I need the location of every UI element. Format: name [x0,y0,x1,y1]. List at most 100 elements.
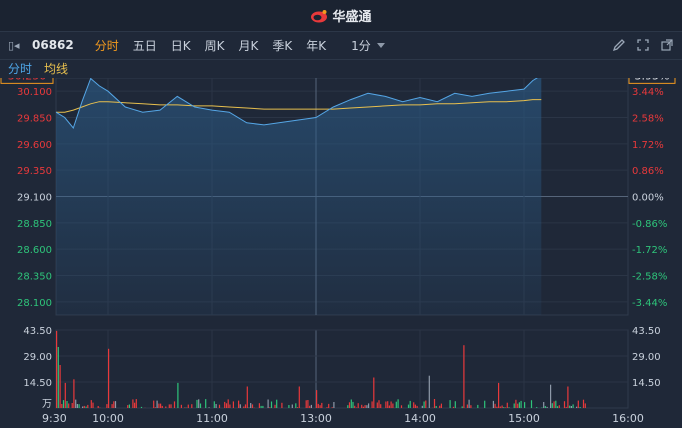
percent-tick-label: -3.44% [632,298,667,309]
volume-bar [350,399,352,408]
chart-toolbar: ▯◂ 06862 分时 五日 日K 周K 月K 季K 年K 1分 [0,31,682,60]
volume-bar [168,404,170,408]
volume-bar [106,404,108,408]
volume-bar [565,406,567,408]
price-tick-label: 28.850 [17,219,52,230]
volume-bar [439,405,441,408]
volume-bar [198,399,200,408]
volume-bar [333,402,335,408]
tab-five-day[interactable]: 五日 [132,38,157,53]
collapse-panel-icon[interactable]: ▯◂ [8,38,20,52]
tab-monthly-k[interactable]: 月K [238,38,259,53]
time-label: 11:00 [196,412,228,425]
tab-yearly-k[interactable]: 年K [306,38,327,53]
volume-bar [165,406,167,408]
volume-bar [518,402,520,408]
price-tick-label: 29.100 [17,193,52,204]
volume-bar [503,407,505,408]
volume-bar [515,399,517,408]
volume-tick-label: 14.50 [632,378,661,389]
volume-bar [78,404,80,408]
volume-bar [388,405,390,408]
chart-tools [612,31,674,59]
volume-bar [328,403,330,408]
volume-bar [551,403,553,408]
price-tick-label: 29.600 [17,140,52,151]
draw-pencil-icon[interactable] [612,38,626,52]
brand-name: 华盛通 [332,10,372,25]
volume-bar [541,407,543,408]
volume-bar [92,402,94,408]
volume-bar [556,406,559,408]
price-area-fill [56,78,542,315]
volume-bar [506,402,508,408]
popout-icon[interactable] [660,38,674,52]
average-line [56,99,542,113]
volume-bar [68,403,70,408]
volume-bar [520,400,522,408]
volume-bar [584,403,586,408]
volume-bar [416,405,418,408]
volume-bar [530,400,533,408]
volume-bar [378,400,380,408]
percent-tick-label: -0.86% [632,219,667,230]
volume-bar [373,377,375,408]
volume-bar [361,404,363,408]
fullscreen-icon[interactable] [636,38,650,52]
volume-bar [321,402,323,408]
volume-bar [433,399,436,408]
volume-bar [111,404,113,408]
price-tick-label: 28.350 [17,272,52,283]
volume-bar [73,379,75,408]
volume-bar [208,407,210,408]
current-price-box [0,78,54,84]
time-label: 15:00 [508,412,540,425]
brand-logo-icon [311,9,328,22]
volume-bar [569,405,571,408]
volume-bar [134,402,136,408]
volume-bar [428,375,430,408]
volume-bar [281,402,283,408]
volume-bar [454,401,456,408]
volume-bar [357,403,359,408]
volume-bar [582,399,585,408]
tab-weekly-k[interactable]: 周K [204,38,225,53]
volume-bar [317,403,319,408]
volume-bar [536,407,538,408]
volume-bar [572,404,574,408]
price-tick-label: 28.600 [17,245,52,256]
chart-tabs: 分时 五日 日K 周K 月K 季K 年K [88,37,333,54]
volume-bar [61,404,63,408]
period-value: 1分 [351,38,371,53]
volume-bar [397,399,399,408]
tab-timeshare[interactable]: 分时 [94,38,119,53]
volume-bar [543,402,545,408]
volume-bar [387,401,389,408]
tab-daily-k[interactable]: 日K [170,38,191,53]
volume-bar [127,405,129,408]
volume-bar [276,399,278,408]
volume-bar [215,404,217,408]
volume-bar [407,404,410,408]
timeshare-chart[interactable]: 30.100 3.44% 29.850 2.58% 29.600 1.72% 29.350 0… [0,78,682,428]
time-label: 10:00 [92,412,124,425]
percent-tick-label: 0.86% [632,166,664,177]
volume-bar [135,399,137,408]
volume-bar [504,407,507,408]
volume-bar [218,404,221,408]
volume-bar [158,403,160,408]
volume-bar [477,404,479,408]
percent-tick-label: -1.72% [632,245,667,256]
volume-panel-border [55,329,629,409]
tab-quarterly-k[interactable]: 季K [272,38,293,53]
volume-bar [258,403,260,408]
volume-bar [354,405,356,408]
volume-bar [409,400,411,408]
price-line [55,78,538,130]
volume-bar [108,348,110,408]
volume-bar [156,400,158,408]
period-select[interactable]: 1分 [351,37,385,54]
volume-bar [435,406,437,408]
volume-bar [461,406,463,408]
current-change-label: 3.95% [635,78,670,82]
